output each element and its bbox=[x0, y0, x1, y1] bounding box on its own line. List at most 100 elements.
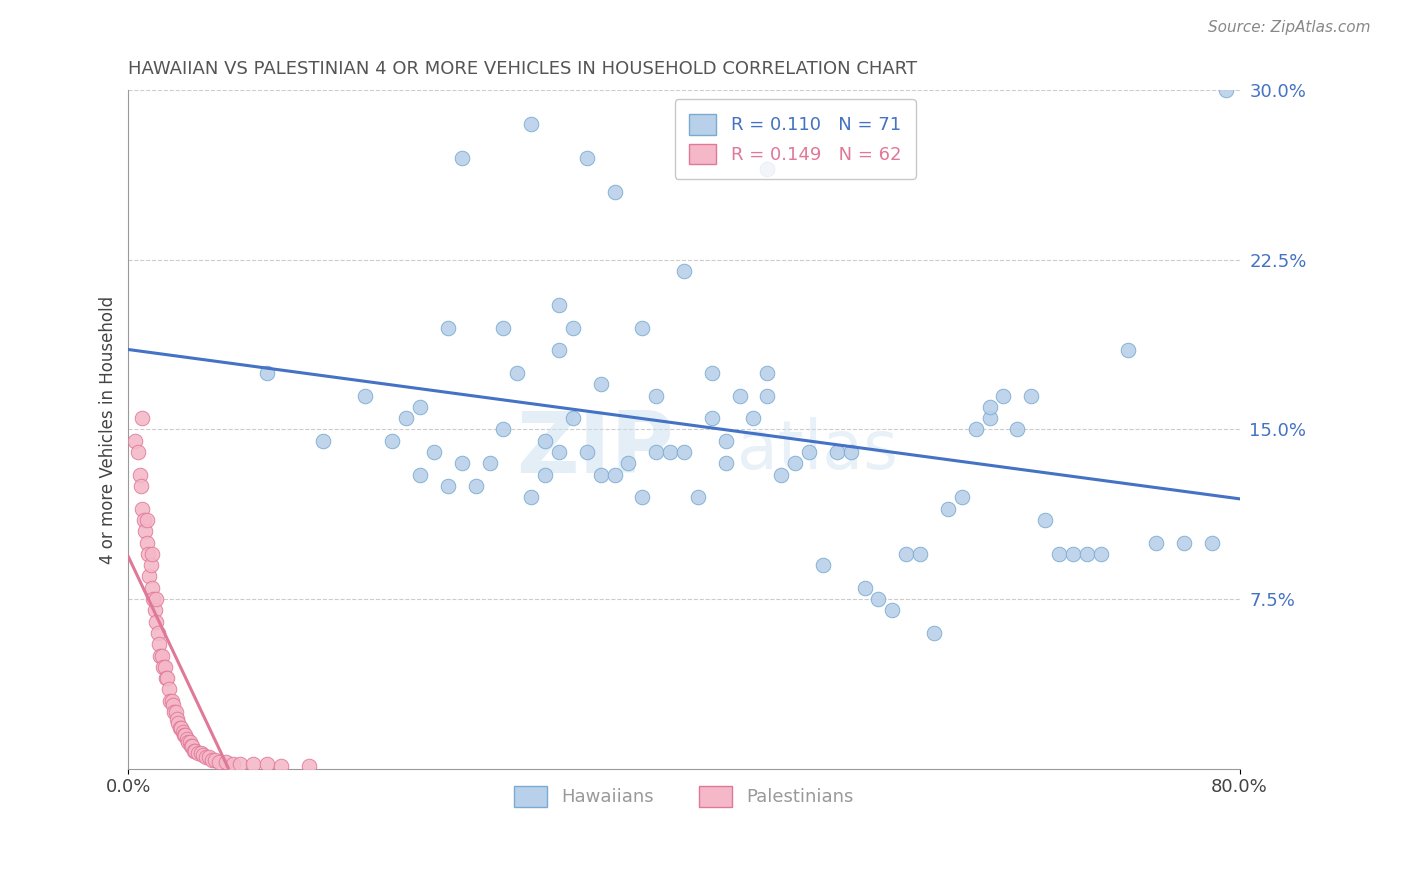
Point bbox=[131, 501, 153, 516]
Point bbox=[979, 400, 1001, 414]
Point bbox=[135, 535, 157, 549]
Point bbox=[152, 660, 174, 674]
Point bbox=[135, 513, 157, 527]
Point bbox=[165, 705, 187, 719]
Point bbox=[868, 592, 890, 607]
Point bbox=[645, 445, 668, 459]
Point bbox=[174, 728, 197, 742]
Point bbox=[450, 456, 472, 470]
Point bbox=[162, 698, 184, 713]
Legend: Hawaiians, Palestinians: Hawaiians, Palestinians bbox=[508, 779, 860, 814]
Point bbox=[575, 445, 598, 459]
Point bbox=[1019, 388, 1042, 402]
Point bbox=[617, 456, 640, 470]
Point bbox=[896, 547, 918, 561]
Point bbox=[215, 755, 238, 769]
Point bbox=[882, 603, 904, 617]
Point bbox=[193, 747, 215, 762]
Point bbox=[548, 343, 571, 358]
Point bbox=[131, 411, 153, 425]
Point bbox=[825, 445, 848, 459]
Point bbox=[1090, 547, 1112, 561]
Point bbox=[155, 671, 177, 685]
Point bbox=[409, 400, 432, 414]
Point bbox=[181, 739, 204, 753]
Point bbox=[138, 569, 160, 583]
Point bbox=[201, 753, 224, 767]
Point bbox=[127, 445, 149, 459]
Point bbox=[785, 456, 807, 470]
Point bbox=[1201, 535, 1223, 549]
Point bbox=[195, 750, 218, 764]
Point bbox=[728, 388, 751, 402]
Point bbox=[353, 388, 375, 402]
Text: ZIP: ZIP bbox=[516, 409, 673, 491]
Point bbox=[993, 388, 1015, 402]
Point bbox=[714, 434, 737, 448]
Point bbox=[811, 558, 834, 573]
Point bbox=[141, 547, 163, 561]
Point bbox=[169, 721, 191, 735]
Point bbox=[659, 445, 682, 459]
Point bbox=[298, 759, 321, 773]
Point bbox=[756, 366, 779, 380]
Point bbox=[478, 456, 501, 470]
Point bbox=[437, 479, 460, 493]
Point bbox=[672, 445, 695, 459]
Point bbox=[153, 660, 176, 674]
Point bbox=[672, 264, 695, 278]
Point bbox=[270, 759, 292, 773]
Point bbox=[198, 750, 221, 764]
Point bbox=[177, 734, 200, 748]
Point bbox=[589, 377, 612, 392]
Point bbox=[700, 366, 723, 380]
Point bbox=[1076, 547, 1098, 561]
Point bbox=[548, 445, 571, 459]
Point bbox=[936, 501, 959, 516]
Point bbox=[700, 411, 723, 425]
Point bbox=[145, 592, 167, 607]
Point bbox=[548, 298, 571, 312]
Point bbox=[423, 445, 446, 459]
Text: atlas: atlas bbox=[737, 417, 898, 483]
Point bbox=[520, 117, 543, 131]
Point bbox=[183, 743, 205, 757]
Point bbox=[950, 491, 973, 505]
Point bbox=[1215, 83, 1237, 97]
Text: HAWAIIAN VS PALESTINIAN 4 OR MORE VEHICLES IN HOUSEHOLD CORRELATION CHART: HAWAIIAN VS PALESTINIAN 4 OR MORE VEHICL… bbox=[128, 60, 918, 78]
Point bbox=[922, 626, 945, 640]
Point bbox=[437, 320, 460, 334]
Point bbox=[150, 648, 173, 663]
Point bbox=[506, 366, 529, 380]
Point bbox=[139, 558, 162, 573]
Point bbox=[395, 411, 418, 425]
Point bbox=[409, 467, 432, 482]
Point bbox=[575, 151, 598, 165]
Text: Source: ZipAtlas.com: Source: ZipAtlas.com bbox=[1208, 20, 1371, 35]
Point bbox=[242, 757, 264, 772]
Point bbox=[853, 581, 876, 595]
Point bbox=[184, 743, 207, 757]
Point bbox=[561, 320, 583, 334]
Point bbox=[157, 682, 180, 697]
Point bbox=[129, 479, 152, 493]
Point bbox=[631, 320, 654, 334]
Point bbox=[381, 434, 404, 448]
Point bbox=[128, 467, 150, 482]
Point bbox=[176, 732, 198, 747]
Point bbox=[631, 491, 654, 505]
Point bbox=[561, 411, 583, 425]
Point bbox=[686, 491, 709, 505]
Point bbox=[145, 615, 167, 629]
Point bbox=[163, 705, 186, 719]
Point bbox=[1047, 547, 1070, 561]
Point bbox=[221, 757, 243, 772]
Point bbox=[450, 151, 472, 165]
Point bbox=[179, 734, 201, 748]
Point bbox=[149, 648, 172, 663]
Point bbox=[742, 411, 765, 425]
Point bbox=[148, 637, 170, 651]
Point bbox=[156, 671, 179, 685]
Point bbox=[492, 422, 515, 436]
Point bbox=[172, 725, 194, 739]
